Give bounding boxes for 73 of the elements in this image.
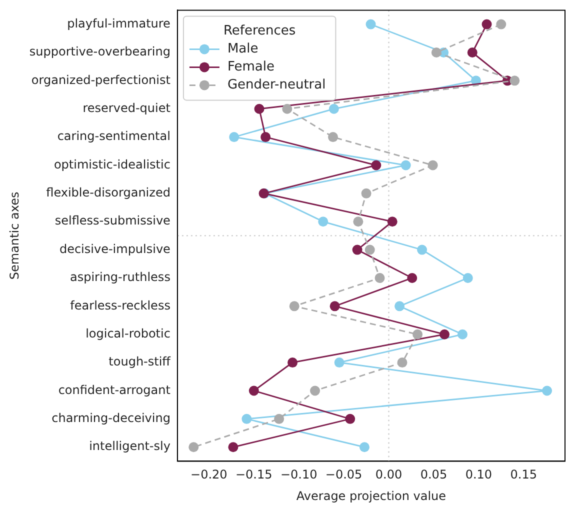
y-tick-label: confident-arrogant: [58, 382, 171, 397]
point: [254, 104, 264, 114]
point: [374, 272, 385, 283]
x-tick-label: −0.10: [280, 468, 318, 482]
point: [412, 329, 423, 340]
y-tick-label: supportive-overbearing: [29, 44, 170, 59]
y-tick-label: logical-robotic: [86, 326, 170, 340]
point: [359, 442, 370, 452]
point: [345, 414, 356, 424]
y-tick-label: selfless-submissive: [54, 214, 170, 228]
x-tick-label: −0.15: [235, 468, 272, 482]
point: [371, 160, 382, 170]
point: [407, 272, 418, 283]
point: [228, 442, 238, 452]
point: [361, 188, 372, 198]
point: [496, 19, 506, 30]
point: [428, 160, 438, 170]
y-tick-label: flexible-disorganized: [46, 186, 170, 200]
point: [248, 386, 259, 396]
point: [330, 301, 340, 312]
legend-label: Male: [227, 42, 258, 57]
y-axis-title: Semantic axes: [7, 192, 22, 280]
point: [394, 301, 405, 312]
point: [282, 104, 292, 114]
x-tick-label: 0.15: [510, 468, 537, 482]
x-tick-label: 0.05: [420, 468, 448, 482]
y-tick-label: caring-sentimental: [57, 129, 170, 144]
point: [542, 386, 552, 396]
y-tick-label: tough-stiff: [108, 354, 172, 369]
y-tick-label: charming-deceiving: [52, 411, 170, 426]
point: [288, 358, 298, 368]
y-tick-label: organized-perfectionist: [31, 72, 171, 87]
point: [467, 47, 478, 58]
point: [366, 19, 376, 30]
legend-label: Female: [227, 60, 274, 75]
x-axis-title: Average projection value: [296, 488, 446, 503]
point: [482, 19, 492, 30]
point: [417, 244, 428, 255]
point: [387, 216, 398, 227]
point: [510, 76, 520, 86]
point: [318, 216, 328, 227]
point: [440, 329, 450, 340]
y-tick-label: intelligent-sly: [89, 439, 170, 454]
point: [353, 216, 364, 227]
y-tick-label: reserved-quiet: [82, 100, 171, 115]
point: [289, 301, 300, 312]
point: [242, 414, 252, 424]
point: [457, 329, 468, 340]
point: [334, 358, 344, 368]
legend-title: References: [223, 24, 296, 39]
x-tick-label: 0.10: [465, 468, 492, 482]
point: [397, 358, 408, 368]
point: [352, 244, 362, 255]
x-tick-label: 0.00: [375, 468, 402, 482]
point: [400, 160, 411, 170]
x-tick-label: −0.05: [325, 468, 362, 482]
point: [364, 244, 375, 255]
point: [188, 442, 199, 452]
point: [328, 132, 338, 142]
y-tick-label: optimistic-idealistic: [54, 157, 170, 172]
y-tick-label: aspiring-ruthless: [70, 270, 170, 284]
y-tick-label: decisive-impulsive: [59, 242, 170, 256]
y-tick-label: playful-immature: [67, 16, 170, 30]
point: [462, 272, 473, 283]
point: [274, 414, 284, 424]
y-tick-label: fearless-reckless: [70, 298, 170, 312]
point: [310, 386, 320, 396]
legend-label: Gender-neutral: [227, 78, 326, 93]
point: [260, 132, 271, 142]
point: [229, 132, 240, 142]
point: [328, 104, 339, 114]
x-tick-label: −0.20: [190, 468, 228, 482]
point: [431, 47, 442, 58]
